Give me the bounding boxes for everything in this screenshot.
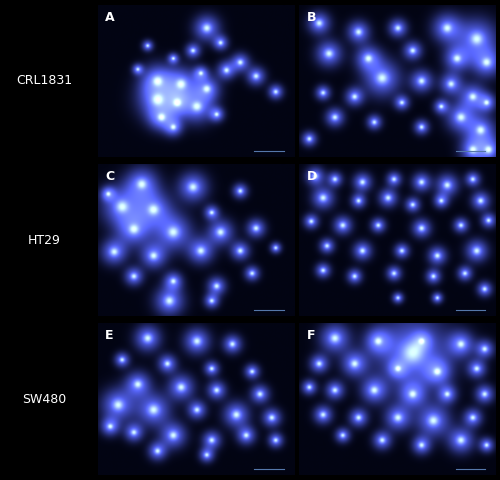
- Text: HT29: HT29: [28, 233, 60, 247]
- Text: B: B: [306, 11, 316, 24]
- Text: F: F: [306, 329, 315, 342]
- Text: D: D: [306, 170, 317, 183]
- Text: A: A: [106, 11, 115, 24]
- Text: SW480: SW480: [22, 393, 66, 406]
- Text: E: E: [106, 329, 114, 342]
- Text: CRL1831: CRL1831: [16, 74, 72, 87]
- Text: C: C: [106, 170, 114, 183]
